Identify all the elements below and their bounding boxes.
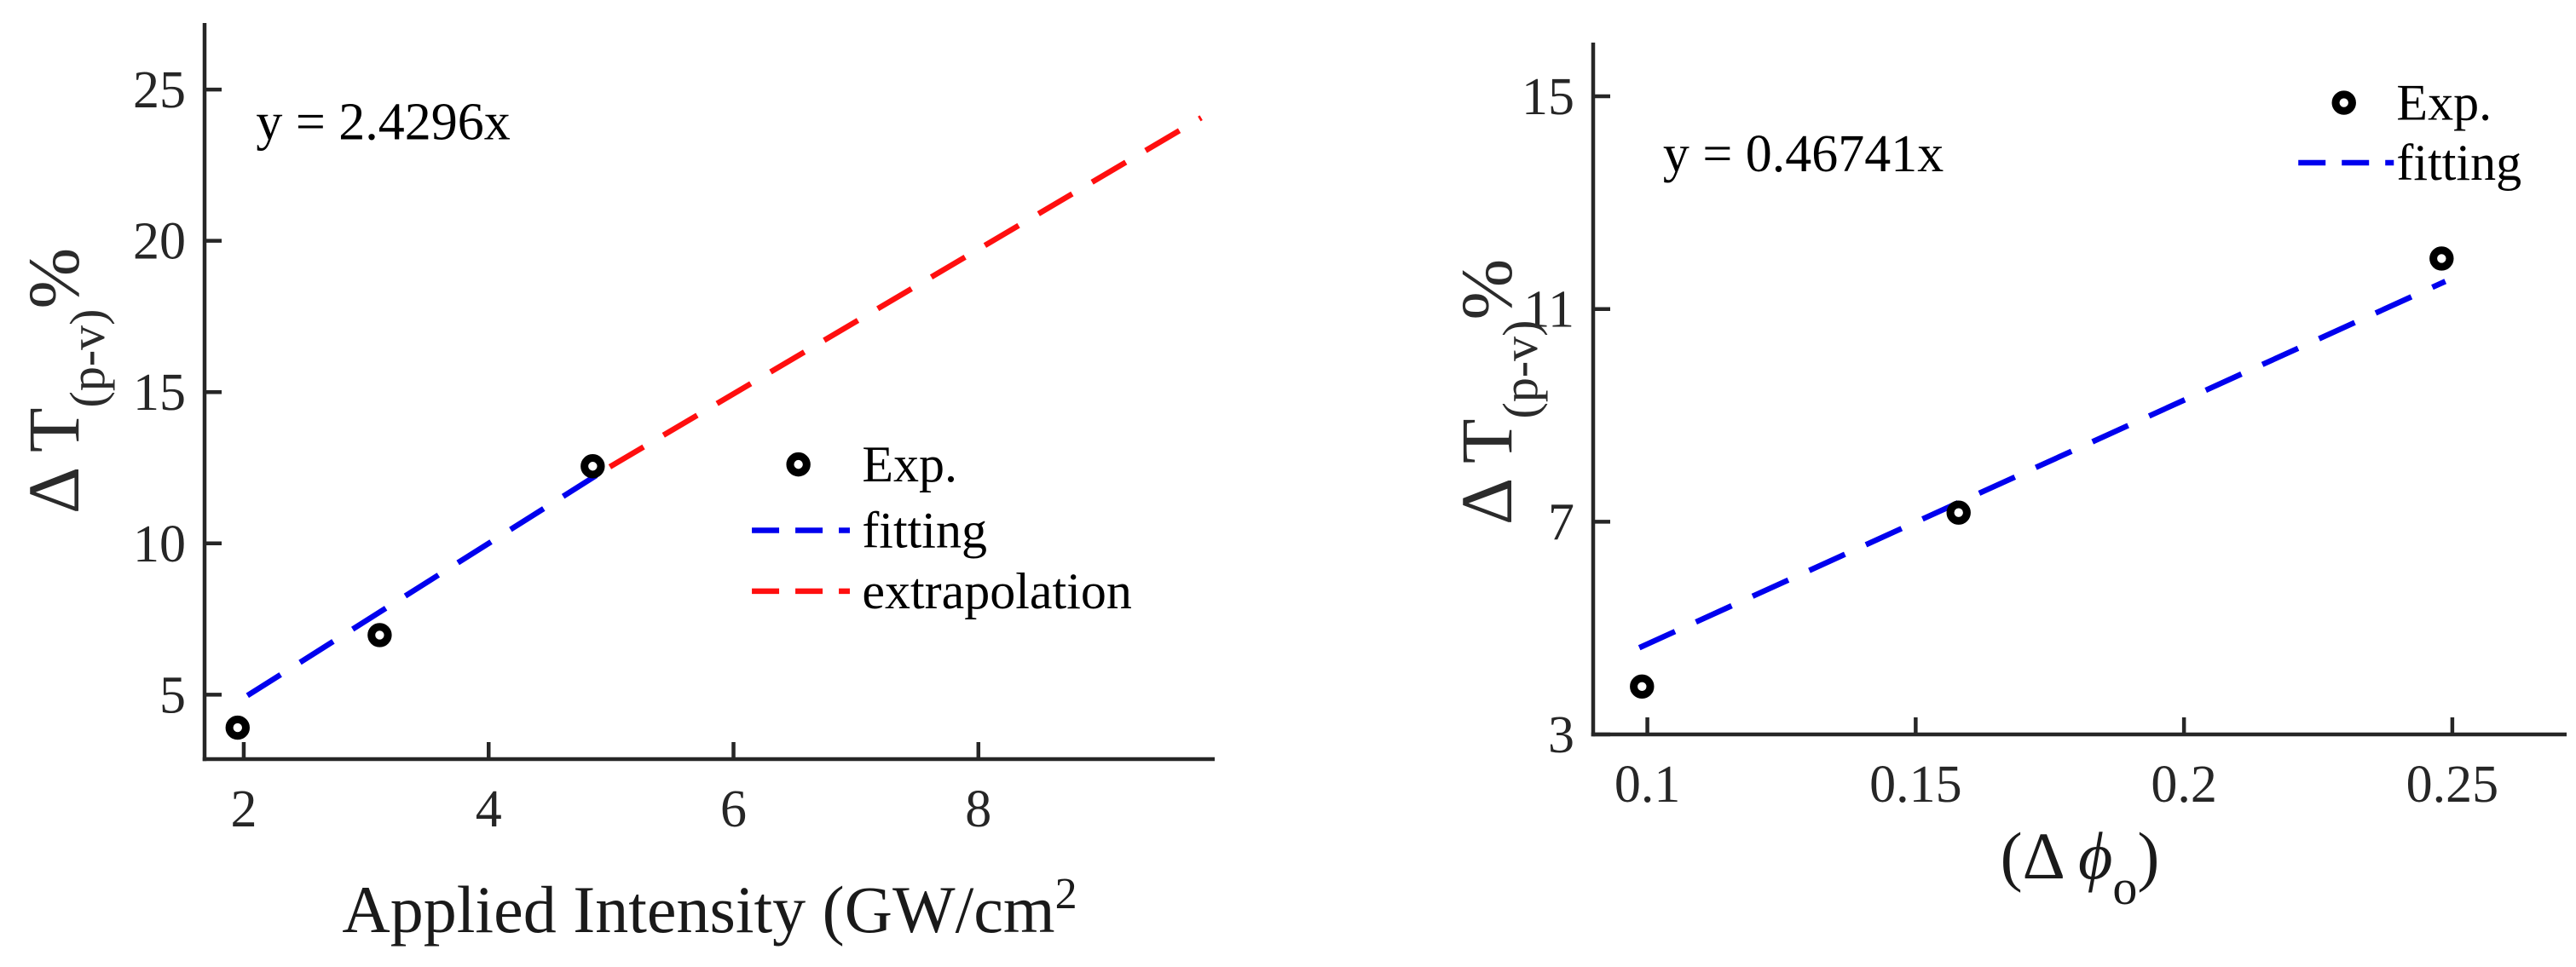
x-tick-label: 6 <box>720 780 747 838</box>
equation-annotation: y = 2.4296x <box>256 93 510 151</box>
x-tick-label: 2 <box>230 780 257 838</box>
legend-marker-circle <box>786 452 811 477</box>
y-tick-label: 25 <box>133 61 186 119</box>
y-axis-label: Δ T(p-v)% <box>1446 259 1548 525</box>
y-tick-label: 11 <box>1523 281 1574 339</box>
x-axis-label: (Δ ϕo) <box>2001 819 2160 915</box>
data-point <box>225 715 250 740</box>
x-tick-label: 0.2 <box>2151 756 2217 814</box>
x-tick-label: 8 <box>965 780 991 838</box>
x-tick-label: 4 <box>476 780 502 838</box>
extrapolation-line <box>608 115 1203 469</box>
legend-marker-circle <box>2331 90 2356 115</box>
x-tick-label: 0.25 <box>2406 756 2499 814</box>
legend-item-label: Exp. <box>2396 75 2492 131</box>
data-point <box>580 454 605 479</box>
y-axis-label: Δ T(p-v)% <box>13 248 115 514</box>
left-plot: 2 4 6 8 5 10 15 20 25 y = 2.4296x Exp. fittingextra… <box>13 23 1215 947</box>
y-tick-label: 15 <box>1522 68 1574 126</box>
x-tick-label: 0.15 <box>1869 756 1962 814</box>
data-point <box>367 623 392 648</box>
equation-annotation: y = 0.46741x <box>1663 125 1944 183</box>
x-axis-label: Applied Intensity (GW/cm2 <box>342 870 1077 947</box>
right-plot: 0.1 0.15 0.2 0.25 3 7 11 15 y = 0.46741x Exp.fitt… <box>1446 43 2567 915</box>
y-tick-label: 10 <box>133 515 186 573</box>
y-tick-label: 20 <box>133 213 186 271</box>
legend-item-label: fitting <box>2396 135 2521 191</box>
y-tick-label: 3 <box>1548 706 1574 764</box>
y-tick-label: 15 <box>133 364 186 422</box>
legend-item-label: extrapolation <box>862 563 1132 619</box>
data-point <box>2429 246 2454 271</box>
fitting-line <box>245 464 612 699</box>
legend-item-label: fitting <box>862 503 987 559</box>
y-tick-label: 5 <box>159 666 186 724</box>
data-point <box>1946 500 1971 525</box>
x-tick-label: 0.1 <box>1614 756 1681 814</box>
fitting-line <box>1637 279 2447 651</box>
y-tick-label: 7 <box>1548 493 1574 551</box>
legend-item-label: Exp. <box>862 436 957 492</box>
data-point <box>1630 674 1655 699</box>
